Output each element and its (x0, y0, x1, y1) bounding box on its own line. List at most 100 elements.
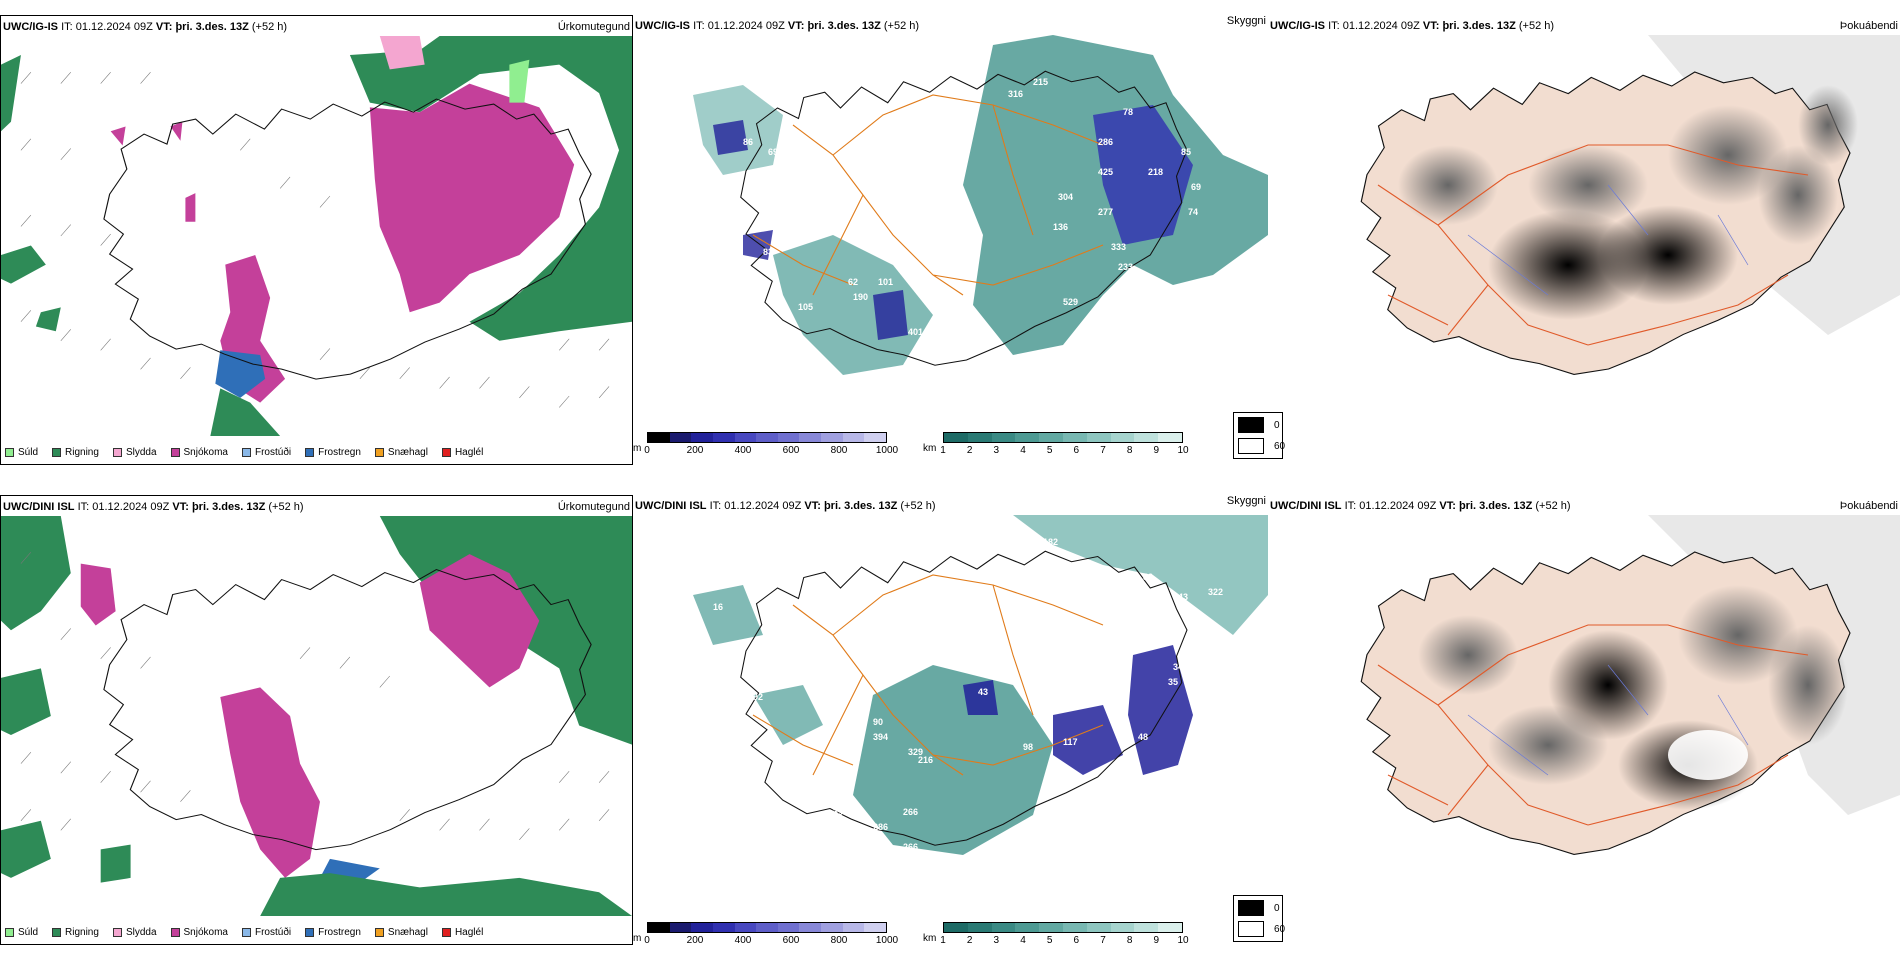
colorbar-segment (1134, 923, 1159, 932)
colorbar-segment (669, 433, 692, 442)
legend-label: Snæhagl (387, 927, 428, 938)
cloudbase-label: 101 (878, 277, 893, 287)
visibility-panel: UWC/DINI ISL IT: 01.12.2024 09Z VT: þri.… (633, 480, 1268, 955)
cloudbase-labels: 182 843 322 86 82 379 303 59 34 35 43 70… (713, 537, 1223, 857)
cloudbase-label: 93 (1053, 357, 1063, 367)
forecast-row-dini: UWC/DINI ISL IT: 01.12.2024 09Z VT: þri.… (0, 480, 1900, 955)
cloudbase-label: 316 (1008, 89, 1023, 99)
colorbar-tick: 9 (1153, 935, 1160, 946)
legend-label: Frostregn (318, 927, 361, 938)
fog-legend: 0 60 (1233, 895, 1285, 942)
panel-header: UWC/DINI ISL IT: 01.12.2024 09Z VT: þri.… (1270, 500, 1898, 512)
cloudbase-label: 69 (1191, 182, 1201, 192)
cloudbase-label: 277 (1098, 207, 1113, 217)
legend-label: Haglél (454, 447, 484, 458)
cloudbase-label: 394 (873, 732, 888, 742)
legend-item-snjokoma: Snjókoma (170, 927, 228, 938)
colorbar-segment (1039, 923, 1063, 932)
colorbar-segment (864, 923, 887, 932)
precip-type-panel: UWC/IG-IS IT: 01.12.2024 09Z VT: þri. 3.… (0, 15, 633, 465)
cloudbase-label: 69 (783, 237, 793, 247)
lead-time: (+52 h) (900, 500, 936, 512)
cloudbase-label: 48 (1138, 732, 1148, 742)
colorbar-tick: 1 (940, 445, 946, 456)
it-value: 01.12.2024 09Z (724, 500, 802, 512)
lead-time: (+52 h) (1535, 500, 1571, 512)
colorbar-unit: m (633, 933, 642, 944)
cloudbase-label: 182 (1043, 537, 1058, 547)
cloudbase-label: 92 (753, 692, 763, 702)
cloudbase-label: 62 (848, 277, 858, 287)
legend-label: Snæhagl (387, 447, 428, 458)
cloudbase-label: 34 (1173, 662, 1183, 672)
panel-header: UWC/IG-IS IT: 01.12.2024 09Z VT: þri. 3.… (635, 15, 1266, 32)
fog-map (1268, 35, 1900, 465)
vt-value: þri. 3.des. 13Z (807, 20, 881, 32)
cloudbase-label: 218 (1148, 167, 1163, 177)
colorbar-tick: 10 (1177, 935, 1189, 946)
colorbar-tick: 600 (782, 445, 800, 456)
colorbar-tick: 0 (644, 445, 650, 456)
it-value: 01.12.2024 09Z (75, 21, 153, 33)
colorbar-tick: 400 (734, 935, 752, 946)
it-label: IT: (709, 500, 722, 512)
colorbar-segment (991, 923, 1016, 932)
vt-value: þri. 3.des. 13Z (175, 21, 249, 33)
colorbar-segment (734, 433, 757, 442)
legend-item-sudd: Súld (5, 447, 38, 458)
cloudbase-label: 35 (1168, 677, 1178, 687)
fog-legend-light: 60 (1274, 440, 1286, 452)
colorbar-segment (1015, 923, 1040, 932)
model-name: UWC/DINI ISL (635, 500, 707, 512)
legend-item-rigning: Rigning (52, 447, 99, 458)
legend-item-frostregn: Frostregn (305, 927, 361, 938)
colorbar-tick: 5 (1046, 445, 1053, 456)
vt-label: VT: (1439, 500, 1456, 512)
legend-item-sudd: Súld (5, 927, 38, 938)
cloudbase-label: 286 (1098, 137, 1113, 147)
cloudbase-label: 109 (793, 225, 808, 235)
cloudbase-label: 304 (1058, 192, 1073, 202)
fog-panel: UWC/DINI ISL IT: 01.12.2024 09Z VT: þri.… (1233, 480, 1900, 955)
legend-label: Frostregn (318, 447, 361, 458)
colorbar-tick: 2 (966, 935, 973, 946)
cloudbase-label: 105 (798, 302, 813, 312)
fog-map (1268, 515, 1900, 945)
vt-label: VT: (804, 500, 821, 512)
it-value: 01.12.2024 09Z (1359, 500, 1437, 512)
colorbar-segment (799, 923, 822, 932)
cloudbase-label: 136 (1053, 222, 1068, 232)
colorbar-tick: 7 (1100, 445, 1106, 456)
colorbar-tick: 6 (1073, 935, 1080, 946)
legend-label: Slydda (125, 447, 157, 458)
cloudbase-label: 82 (1143, 572, 1153, 582)
legend-label: Rigning (65, 447, 99, 458)
colorbar-segment (864, 433, 887, 442)
cloudbase-colorbar: 0 200 400 600 800 1000 m (633, 922, 898, 950)
colorbar-segment (1134, 433, 1159, 442)
colorbar-segment (648, 433, 670, 442)
cloudbase-label: 529 (1063, 297, 1078, 307)
cloudbase-label: 266 (903, 807, 918, 817)
legend-label: Súld (18, 927, 39, 938)
cloudbase-label: 61 (878, 377, 888, 387)
cloudbase-label: 90 (873, 717, 883, 727)
colorbar-segment (712, 433, 735, 442)
legend-label: Rigning (65, 927, 99, 938)
vt-value: þri. 3.des. 13Z (823, 500, 898, 512)
colorbar-segment (777, 923, 800, 932)
colorbar-tick: 5 (1046, 935, 1053, 946)
colorbar-tick: 1000 (875, 935, 899, 946)
cloudbase-label: 216 (918, 755, 933, 765)
colorbar-segment (1086, 923, 1111, 932)
colorbar-tick: 3 (993, 445, 1000, 456)
colorbar-segment (691, 923, 713, 932)
cloudbase-label: 329 (908, 747, 923, 757)
colorbar-tick: 400 (734, 445, 752, 456)
visibility-panel: UWC/IG-IS IT: 01.12.2024 09Z VT: þri. 3.… (633, 0, 1268, 475)
cloudbase-label: 74 (1188, 207, 1198, 217)
colorbar-tick: 7 (1100, 935, 1106, 946)
visibility-colorbar: 1 2 3 4 5 6 7 8 9 10 km (923, 432, 1189, 460)
colorbar-segment (1015, 433, 1040, 442)
colorbar-unit: km (923, 933, 937, 944)
